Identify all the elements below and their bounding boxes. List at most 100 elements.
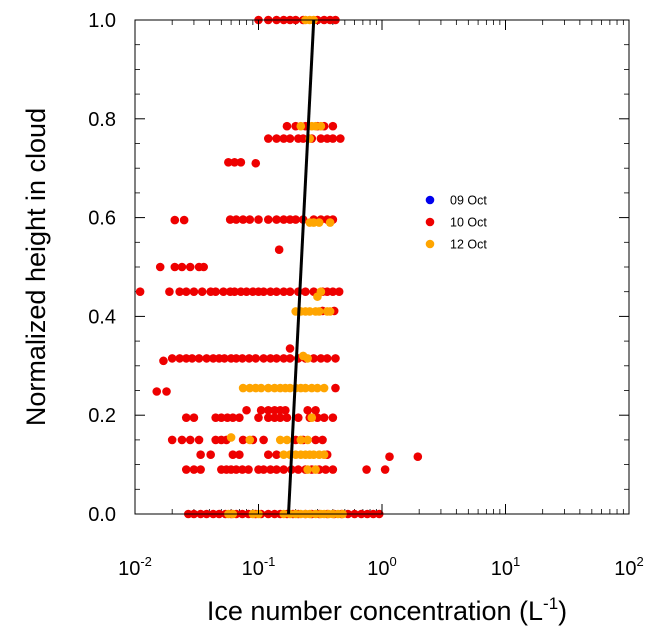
legend-marker bbox=[425, 195, 435, 205]
scatter-point bbox=[263, 383, 273, 393]
scatter-point bbox=[303, 405, 312, 415]
scatter-point bbox=[334, 287, 344, 297]
y-axis-title: Normalized height in cloud bbox=[21, 108, 51, 426]
scatter-point bbox=[314, 307, 324, 316]
scatter-point bbox=[235, 450, 244, 460]
scatter-point bbox=[238, 435, 248, 445]
axis-minor-ticks bbox=[135, 20, 629, 514]
scatter-point bbox=[187, 354, 197, 363]
scatter-point bbox=[331, 354, 340, 363]
scatter-point bbox=[170, 215, 180, 225]
scatter-point bbox=[225, 215, 235, 224]
scatter-point bbox=[321, 465, 330, 474]
scatter-point bbox=[197, 287, 207, 297]
scatter-point bbox=[319, 413, 329, 422]
scatter-point bbox=[301, 287, 310, 297]
scatter-point bbox=[263, 134, 273, 143]
scatter-point bbox=[303, 435, 312, 445]
scatter-point bbox=[309, 354, 319, 363]
scatter-point bbox=[319, 450, 329, 460]
x-tick-label: 10-2 bbox=[118, 554, 152, 580]
scatter-point bbox=[272, 287, 281, 297]
scatter-point bbox=[279, 287, 289, 297]
legend-marker bbox=[425, 239, 435, 249]
y-tick-labels: 0.0 0.2 0.4 0.6 0.8 1.0 bbox=[88, 10, 116, 526]
fit-line bbox=[287, 19, 316, 515]
legend-label: 09 Oct bbox=[450, 194, 487, 208]
scatter-point bbox=[279, 134, 289, 143]
scatter-point bbox=[238, 215, 248, 224]
scatter-point bbox=[244, 465, 253, 474]
scatter-point bbox=[313, 383, 322, 393]
scatter-point bbox=[259, 354, 268, 363]
x-axis-title-exponent: -1 bbox=[543, 594, 558, 613]
scatter-point bbox=[196, 465, 205, 474]
scatter-point bbox=[245, 383, 255, 393]
scatter-point bbox=[181, 413, 191, 422]
fit-line-group bbox=[287, 19, 316, 515]
axis-major-ticks bbox=[134, 19, 630, 515]
scatter-point bbox=[413, 452, 423, 461]
scatter-point bbox=[318, 435, 327, 445]
scatter-point bbox=[245, 215, 255, 224]
y-tick-label: 0.4 bbox=[88, 306, 116, 328]
scatter-point bbox=[263, 215, 273, 224]
scatter-point bbox=[235, 413, 244, 422]
scatter-point bbox=[167, 435, 177, 445]
scatter-point bbox=[179, 215, 189, 225]
scatter-point bbox=[167, 354, 177, 363]
scatter-point bbox=[242, 287, 251, 297]
scatter-point bbox=[328, 121, 338, 131]
scatter-point bbox=[231, 465, 241, 474]
scatter-point bbox=[314, 218, 324, 227]
scatter-point bbox=[259, 435, 268, 445]
scatter-point bbox=[263, 450, 273, 460]
scatter-point bbox=[185, 435, 195, 445]
x-axis-title: Ice number concentration (L-1) bbox=[207, 594, 567, 626]
scatter-point bbox=[251, 158, 261, 168]
y-tick-label: 0.8 bbox=[88, 109, 116, 131]
scatter-point bbox=[380, 465, 390, 474]
scatter-point bbox=[189, 413, 199, 422]
x-axis-title-suffix: ) bbox=[558, 596, 567, 626]
scatter-point bbox=[328, 134, 338, 143]
scatter-point bbox=[245, 435, 255, 445]
scatter-point bbox=[322, 354, 332, 363]
scatter-point bbox=[238, 354, 247, 363]
scatter-point bbox=[385, 452, 394, 461]
scatter-point bbox=[362, 465, 371, 474]
scatter-point bbox=[162, 387, 171, 396]
scatter-point bbox=[220, 354, 229, 363]
scatter-point bbox=[196, 450, 205, 460]
scatter-point bbox=[319, 383, 329, 393]
scatter-point bbox=[254, 413, 263, 422]
scatter-point bbox=[274, 245, 284, 255]
scatter-point bbox=[303, 354, 312, 363]
scatter-point bbox=[236, 157, 246, 167]
scatter-point bbox=[272, 465, 281, 474]
scatter-point bbox=[325, 307, 335, 316]
scatter-point bbox=[263, 413, 273, 422]
plot-frame bbox=[134, 19, 630, 515]
scatter-point bbox=[282, 413, 292, 422]
scatter-point bbox=[282, 121, 292, 131]
scatter-point bbox=[263, 405, 273, 415]
scatter-point bbox=[159, 356, 168, 366]
scatter-point bbox=[211, 287, 220, 297]
y-tick-label: 1.0 bbox=[88, 10, 116, 32]
scatter-point bbox=[206, 450, 215, 460]
scatter-point bbox=[219, 287, 228, 297]
scatter-point bbox=[194, 354, 204, 363]
scatter-points bbox=[135, 15, 423, 519]
scatter-point bbox=[152, 387, 162, 396]
x-axis-title-text: Ice number concentration (L bbox=[207, 596, 543, 626]
y-tick-label: 0.2 bbox=[88, 405, 116, 427]
scatter-point bbox=[189, 465, 199, 474]
scatter-point bbox=[228, 450, 238, 460]
scatter-point bbox=[226, 433, 236, 442]
scatter-point bbox=[181, 465, 191, 474]
scatter-point bbox=[272, 215, 281, 224]
scatter-point bbox=[281, 405, 290, 415]
scatter-point bbox=[217, 413, 226, 422]
scatter-point bbox=[266, 465, 275, 474]
